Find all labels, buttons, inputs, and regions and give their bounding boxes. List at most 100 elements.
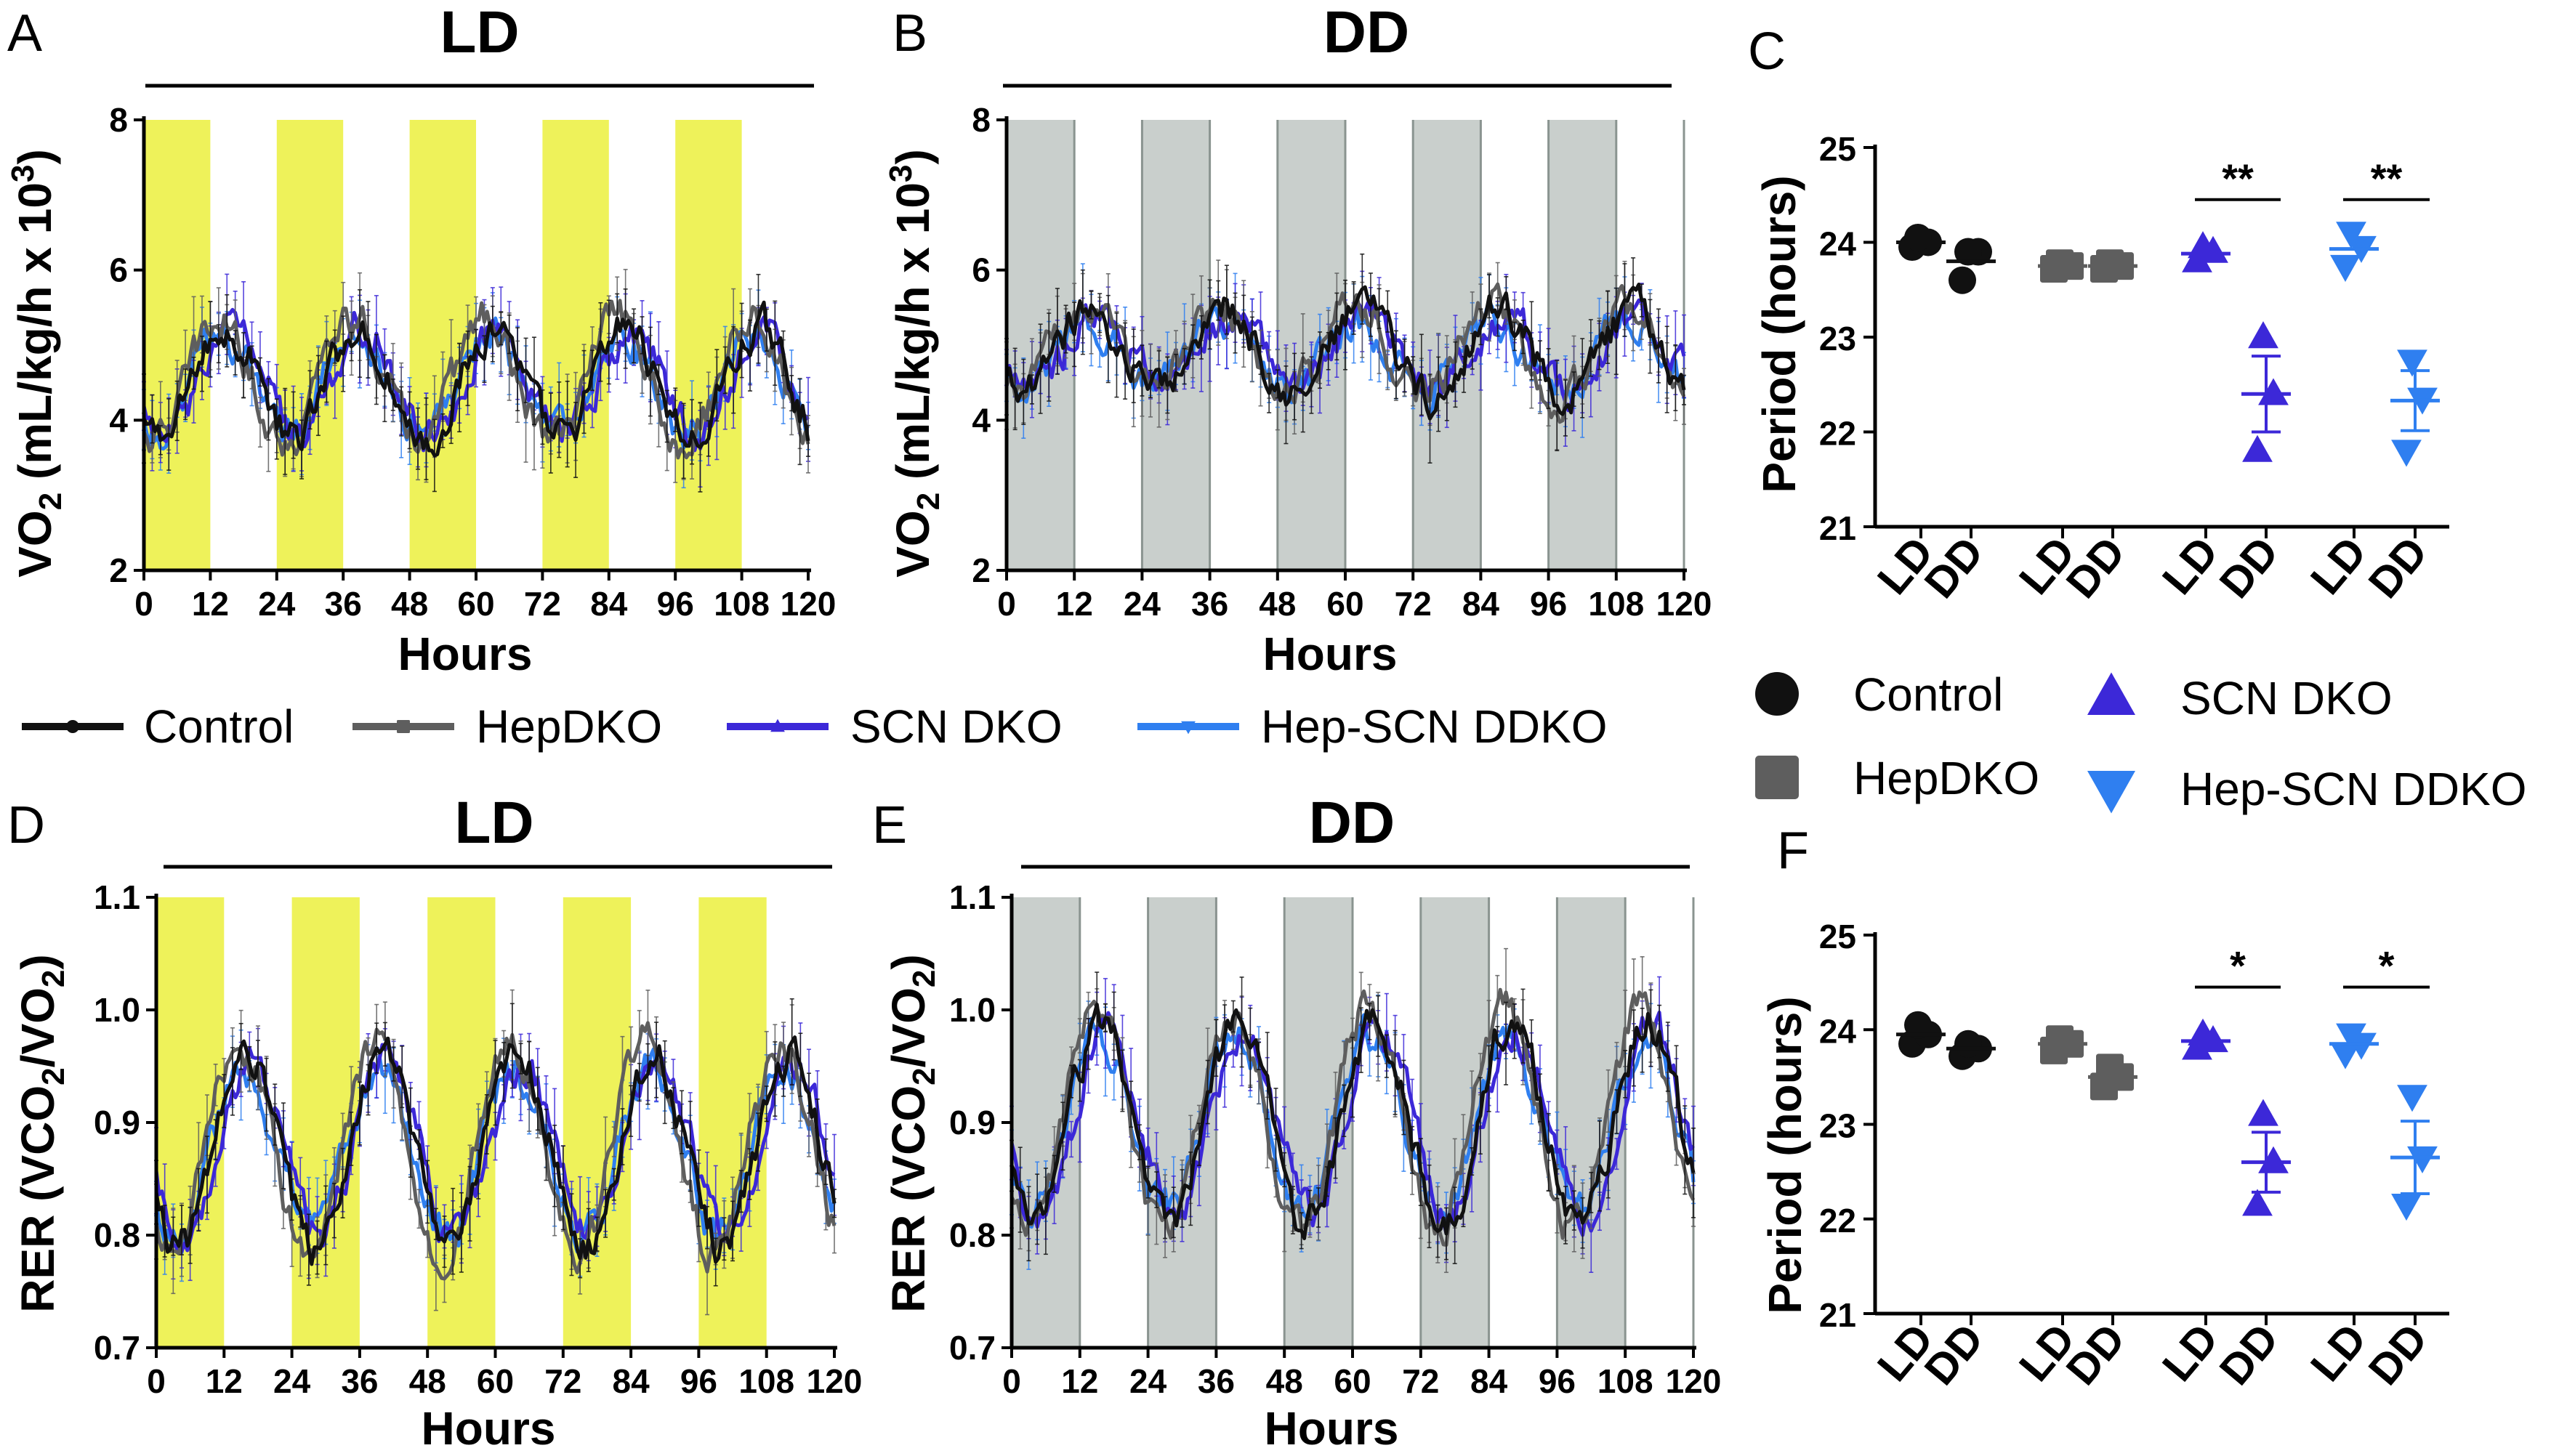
x-tick-label: 120 [1666,1362,1722,1400]
y-axis-title-main: RER (VCO [882,1085,935,1313]
series-line [1010,1003,1696,1240]
y-tick-label: 21 [1819,1296,1856,1334]
x-tick-label: 36 [341,1362,378,1400]
x-tick-label: 12 [1056,585,1093,623]
y-axis-title: RER (VCO2/VO2) [12,954,71,1312]
group-hepdko-dd [2088,1053,2137,1101]
x-axis-title: Hours [398,628,533,680]
data-point [2248,1099,2278,1126]
group-hepdko-ld [2038,249,2087,283]
data-point [2046,249,2074,278]
shading-band [1557,897,1626,1348]
y-tick-label: 2 [972,551,991,589]
series-line [142,299,810,460]
y-axis-title-units: /VO [882,987,935,1067]
x-tick-label: 48 [391,585,428,623]
x-tick-label: 84 [613,1362,650,1400]
y-axis-title: VO2 (mL/kg/h x 103) [883,149,946,578]
data-point [2242,434,2273,462]
series-line [1004,283,1686,421]
data-point [2188,1018,2218,1046]
data-point [2182,245,2212,272]
legend-label: HepDKO [476,700,662,753]
y-axis-title-main: VO [887,510,939,577]
shading-band [1284,897,1353,1348]
y-tick-label: 25 [1819,918,1856,955]
x-tick-label: 0 [1002,1362,1021,1400]
x-tick-label: 0 [134,585,153,623]
legend-line-marker [770,719,785,732]
y-axis-title-units: (mL/kg/h x 10 [9,182,61,493]
y-tick-label: 0.8 [94,1216,140,1254]
x-tick-label: 24 [1129,1362,1167,1400]
y-axis-title-subscript: 2 [911,493,946,510]
x-tick-label: 24 [258,585,296,623]
significance-label: * [2379,943,2395,989]
x-axis-title: Hours [422,1402,556,1455]
x-tick-label: 48 [1266,1362,1303,1400]
x-tick-label: 36 [1191,585,1228,623]
data-point [2182,1032,2212,1060]
group-hep-scn-ddko-ld [2329,1023,2379,1069]
y-axis-title-end: ) [12,954,64,969]
group-control-dd [1946,238,1996,294]
y-axis-title-end: ) [887,149,939,164]
y-tick-label: 0.7 [94,1329,140,1367]
data-point [2391,1194,2422,1221]
y-tick-label: 1.1 [94,878,140,916]
y-tick-label: 23 [1819,320,1856,357]
y-tick-label: 8 [972,101,991,139]
group-hepdko-dd [2088,249,2137,283]
panel-letter: B [892,4,927,62]
x-tick-label: 108 [738,1362,794,1400]
y-axis-title-units: (mL/kg/h x 10 [887,182,939,493]
x-tick-label: 84 [590,585,628,623]
x-tick-label: 60 [1326,585,1363,623]
x-tick-label: 48 [1259,585,1296,623]
legend-label: Hep-SCN DDKO [1261,700,1608,753]
panel-d-rer-ld: D LD 0 12 24 36 48 60 72 84 96 108 120 0.7 0.8 0.9 1.0… [7,790,862,1455]
x-tick-label: 96 [1539,1362,1576,1400]
legend-label: SCN DKO [850,700,1063,753]
y-tick-label: 8 [109,101,128,139]
legend-line-marker [397,720,410,733]
series-line [154,1035,837,1266]
x-tick-label: 0 [997,585,1016,623]
condition-title: DD [1309,790,1395,856]
legend-label: SCN DKO [2180,672,2393,724]
significance-label: ** [2371,155,2403,201]
x-tick-label: 72 [1402,1362,1439,1400]
shading-band [409,120,476,570]
legend-marker-symbol [1755,756,1799,799]
legend-label: Hep-SCN DDKO [2180,763,2527,815]
y-tick-label: 21 [1819,509,1856,547]
data-point [2096,1053,2124,1082]
y-tick-label: 23 [1819,1107,1856,1145]
y-tick-label: 0.8 [949,1216,996,1254]
data-point [2391,440,2422,467]
group-scn-dko-ld [2181,1018,2231,1060]
series-control [1004,253,1686,464]
x-axis-title: Hours [1265,1402,1399,1455]
x-tick-label: 72 [544,1362,581,1400]
data-point [1954,1030,1982,1058]
legend-label: Control [1853,668,2003,721]
x-tick-label: 60 [477,1362,514,1400]
x-tick-label: 0 [147,1362,166,1400]
legend-marker-symbol [2087,771,2135,814]
data-point [2330,1042,2361,1069]
data-point [2248,321,2278,349]
y-tick-label: 22 [1819,415,1856,453]
data-point [2397,349,2427,377]
group-scn-dko-dd [2241,1099,2291,1216]
y-axis-title: Period (hours) [1753,175,1805,493]
x-tick-label: 120 [781,585,837,623]
y-tick-label: 0.9 [94,1104,140,1141]
group-scn-dko-dd [2241,321,2291,462]
y-tick-label: 4 [109,401,128,439]
x-axis-title: Hours [1263,628,1398,680]
legend-marker-symbol [1755,672,1799,716]
y-axis-title-main: VO [9,510,61,577]
legend-marker-symbol [2087,672,2135,715]
group-control-ld [1896,223,1946,262]
